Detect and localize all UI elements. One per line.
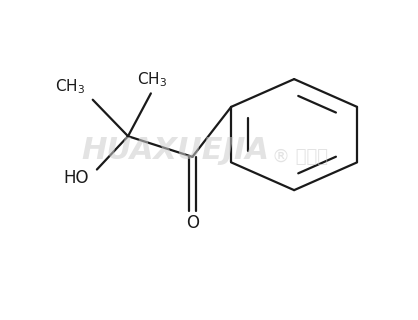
Text: O: O <box>186 214 199 232</box>
Text: CH$_3$: CH$_3$ <box>137 71 167 89</box>
Text: ® 化学加: ® 化学加 <box>273 148 329 166</box>
Text: HO: HO <box>64 169 89 188</box>
Text: HUAXUEJIA: HUAXUEJIA <box>82 136 270 165</box>
Text: CH$_3$: CH$_3$ <box>55 77 85 96</box>
